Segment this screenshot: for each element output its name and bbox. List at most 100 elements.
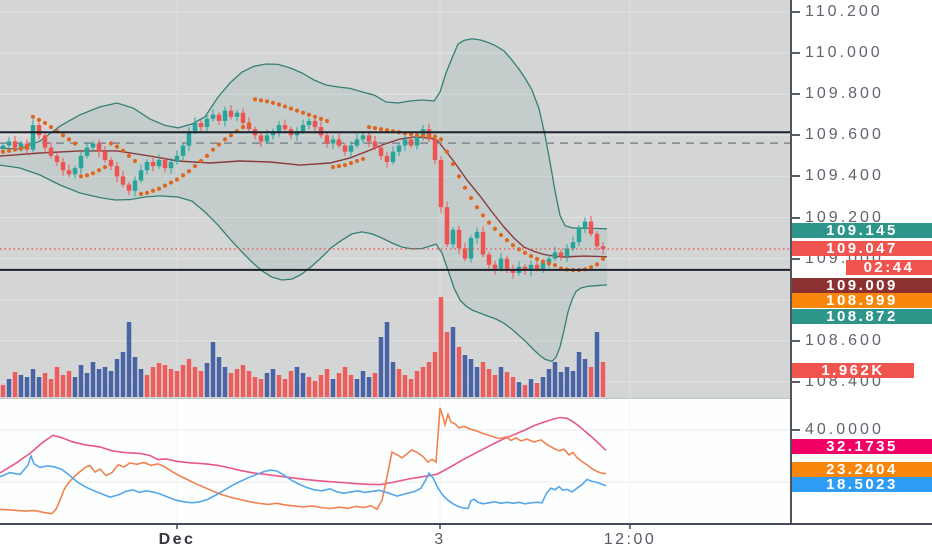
volume-bar: [540, 377, 546, 397]
volume-bar: [30, 369, 36, 397]
volume-bar: [24, 377, 30, 397]
candle-body: [30, 125, 36, 150]
candle-body: [6, 141, 12, 146]
candle-body: [174, 155, 180, 163]
candle-body: [186, 131, 192, 146]
volume-bar: [174, 371, 180, 397]
candle-body: [486, 254, 492, 265]
sar-dot: [312, 114, 318, 119]
volume-bar: [72, 377, 78, 397]
time-axis[interactable]: Dec 3 12:00: [0, 525, 932, 550]
sar-dot: [336, 164, 342, 169]
sar-dot: [552, 263, 558, 268]
candle-body: [528, 264, 534, 271]
candle-body: [390, 151, 396, 163]
sar-dot: [138, 191, 144, 196]
sar-dot: [432, 134, 438, 139]
volume-bar: [252, 377, 258, 397]
volume-bar: [564, 367, 570, 397]
candle-body: [324, 135, 330, 144]
candle-body: [414, 135, 420, 146]
volume-bar: [168, 369, 174, 397]
volume-bar: [18, 375, 24, 397]
volume-bar: [486, 369, 492, 397]
candle-body: [162, 159, 168, 169]
candle-body: [198, 122, 204, 128]
adx-badge: 32.1735: [792, 439, 932, 454]
volume-bar: [342, 367, 348, 397]
candle-body: [564, 248, 570, 257]
volume-bar: [234, 369, 240, 397]
volume-bar: [42, 373, 48, 397]
candle-body: [312, 120, 318, 128]
volume-bar: [408, 379, 414, 397]
time-label-Dec: Dec: [158, 531, 196, 548]
sar-dot: [240, 124, 246, 130]
candle-body: [318, 127, 324, 136]
candle-body: [168, 162, 174, 169]
price-tick-109.200-dash: [792, 216, 800, 219]
candle-body: [156, 159, 162, 167]
candle-body: [576, 227, 582, 243]
price-tick-109.000-dash: [792, 257, 800, 260]
price-axis-border: [790, 0, 792, 550]
sar-dot: [288, 106, 294, 111]
candle-body: [42, 135, 48, 148]
time-tick: [176, 525, 178, 529]
price-tick-108.600: 108.600: [805, 331, 884, 349]
candle-body: [342, 145, 348, 152]
candle-body: [438, 159, 444, 208]
volume-bar: [414, 371, 420, 397]
candle-body: [360, 135, 366, 140]
price-tick-108.600-dash: [792, 339, 800, 342]
bollinger-fill: [0, 38, 607, 362]
candle-body: [222, 110, 228, 121]
sar-dot: [372, 126, 378, 131]
sar-dot: [468, 195, 474, 201]
indicator-pane[interactable]: [0, 399, 790, 523]
volume-bar: [426, 362, 432, 397]
sar-dot: [444, 149, 450, 154]
sar-dot: [192, 164, 198, 169]
volume-bar: [132, 357, 138, 397]
volume-bar: [60, 375, 66, 397]
chart-canvas[interactable]: [0, 0, 790, 550]
candle-body: [72, 168, 78, 175]
volume-bar: [300, 373, 306, 397]
indicator-tick-40.0000: 40.0000: [805, 421, 884, 438]
volume-bar: [78, 365, 84, 397]
sar-dot: [282, 104, 288, 109]
price-tick-109.400-dash: [792, 175, 800, 178]
price-pane[interactable]: [0, 0, 790, 399]
volume-bar: [390, 362, 396, 397]
volume-bar: [420, 367, 426, 397]
sar-dot: [108, 141, 114, 146]
volume-bar: [600, 362, 606, 397]
sar-dot: [150, 188, 156, 193]
di-plus-badge: 18.5023: [792, 477, 932, 492]
candle-body: [108, 159, 114, 167]
candle-body: [582, 221, 588, 228]
volume-bar: [186, 359, 192, 397]
candle-body: [372, 141, 378, 148]
volume-bar: [492, 375, 498, 397]
volume-bar: [204, 363, 210, 397]
price-tick-110.200-dash: [792, 11, 800, 13]
candle-body: [330, 139, 336, 144]
candle-body: [114, 166, 120, 177]
sar-dot: [66, 137, 72, 142]
volume-bar: [594, 332, 600, 397]
volume-bar: [396, 369, 402, 397]
candle-body: [480, 231, 486, 255]
price-axis[interactable]: 110.200 110.000 109.800 109.600 109.400 109.2…: [792, 0, 932, 523]
volume-bars: [0, 297, 606, 397]
sar-dot: [300, 110, 306, 115]
sar-dot: [180, 173, 186, 178]
sar-dot: [534, 256, 540, 262]
candle-body: [402, 139, 408, 146]
sar-dot: [540, 259, 546, 264]
volume-bar: [324, 369, 330, 397]
price-tick-109.200: 109.200: [805, 208, 884, 226]
candle-body: [192, 122, 198, 132]
adx-line: [0, 416, 607, 486]
